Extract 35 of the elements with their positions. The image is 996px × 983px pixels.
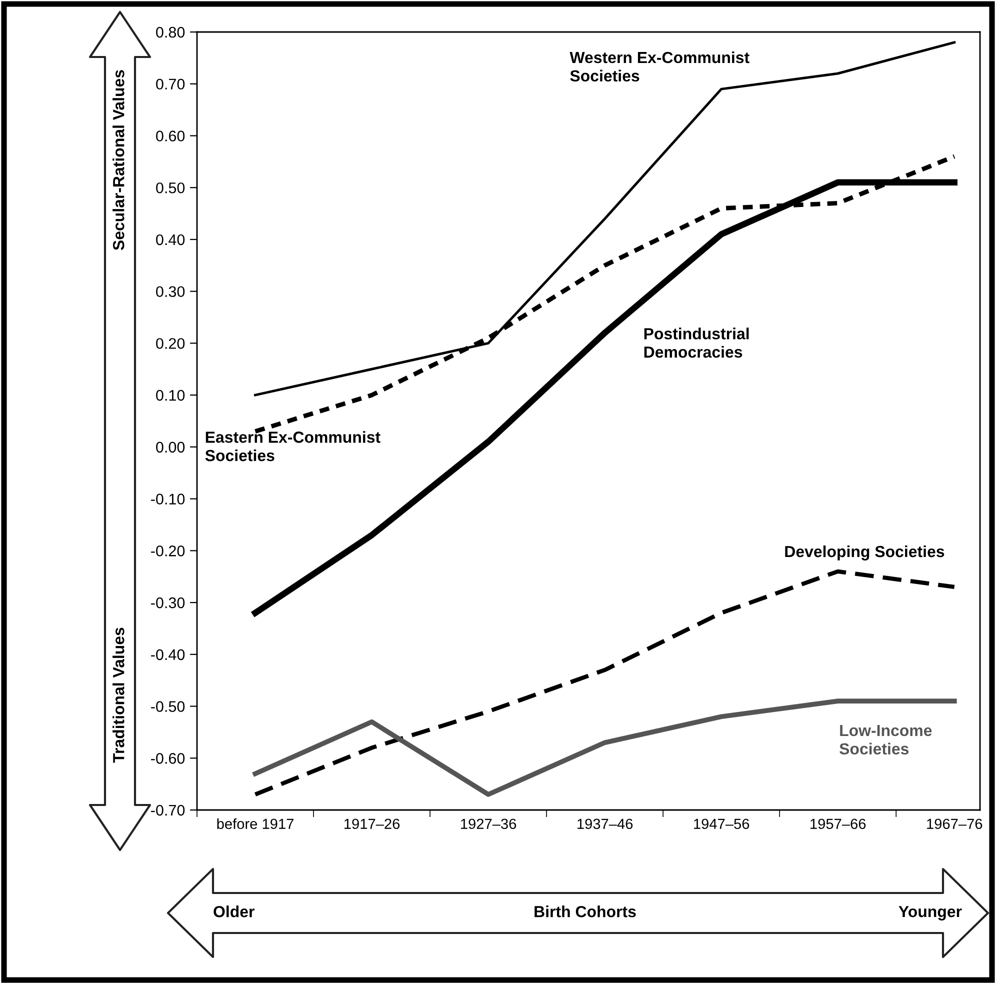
y-tick-label: -0.30 (151, 597, 185, 608)
x-tick-label: 1967–76 (927, 818, 982, 830)
text: Older (214, 906, 254, 918)
x-tick-label: 1947–56 (694, 818, 750, 830)
series-label: Eastern Ex-Communist Societies (205, 431, 380, 462)
y-tick-label: 0.50 (156, 182, 185, 194)
x-tick-label: before 1917 (217, 818, 294, 830)
y-tick-label: -0.10 (151, 494, 185, 504)
series-label: Low-Income Societies (840, 725, 932, 755)
text: Traditional Values (112, 628, 124, 763)
line-series (252, 698, 957, 797)
line-series (253, 569, 956, 797)
x-tick-label: 1937–46 (578, 818, 633, 830)
x-tick-label: 1957–66 (810, 818, 866, 830)
series-label: Postindustrial Democracies (644, 328, 749, 358)
text: Birth Cohorts (534, 906, 636, 918)
y-tick-label: 0.70 (156, 78, 185, 90)
series-label: Western Ex-Communist Societies (570, 51, 750, 82)
x-tick-label: 1927–36 (461, 818, 516, 830)
text: Younger (898, 906, 962, 920)
y-tick-label: 0.00 (156, 442, 185, 453)
y-tick-label: 0.30 (156, 286, 185, 298)
x-tick-label: 1917–26 (344, 818, 400, 830)
y-tick-label: -0.20 (151, 546, 185, 556)
y-tick-label: -0.70 (151, 804, 185, 816)
y-tick-label: 0.20 (156, 338, 185, 349)
y-tick-label: 0.80 (156, 26, 185, 38)
y-tick-label: -0.40 (151, 649, 185, 660)
text: Secular-Rational Values (112, 70, 124, 250)
y-tick-label: -0.50 (151, 701, 185, 712)
y-tick-label: 0.60 (156, 130, 185, 142)
y-tick-label: 0.40 (156, 234, 185, 246)
y-tick-label: 0.10 (156, 390, 185, 401)
series-label: Developing Societies (785, 545, 944, 560)
y-tick-label: -0.60 (151, 753, 185, 764)
